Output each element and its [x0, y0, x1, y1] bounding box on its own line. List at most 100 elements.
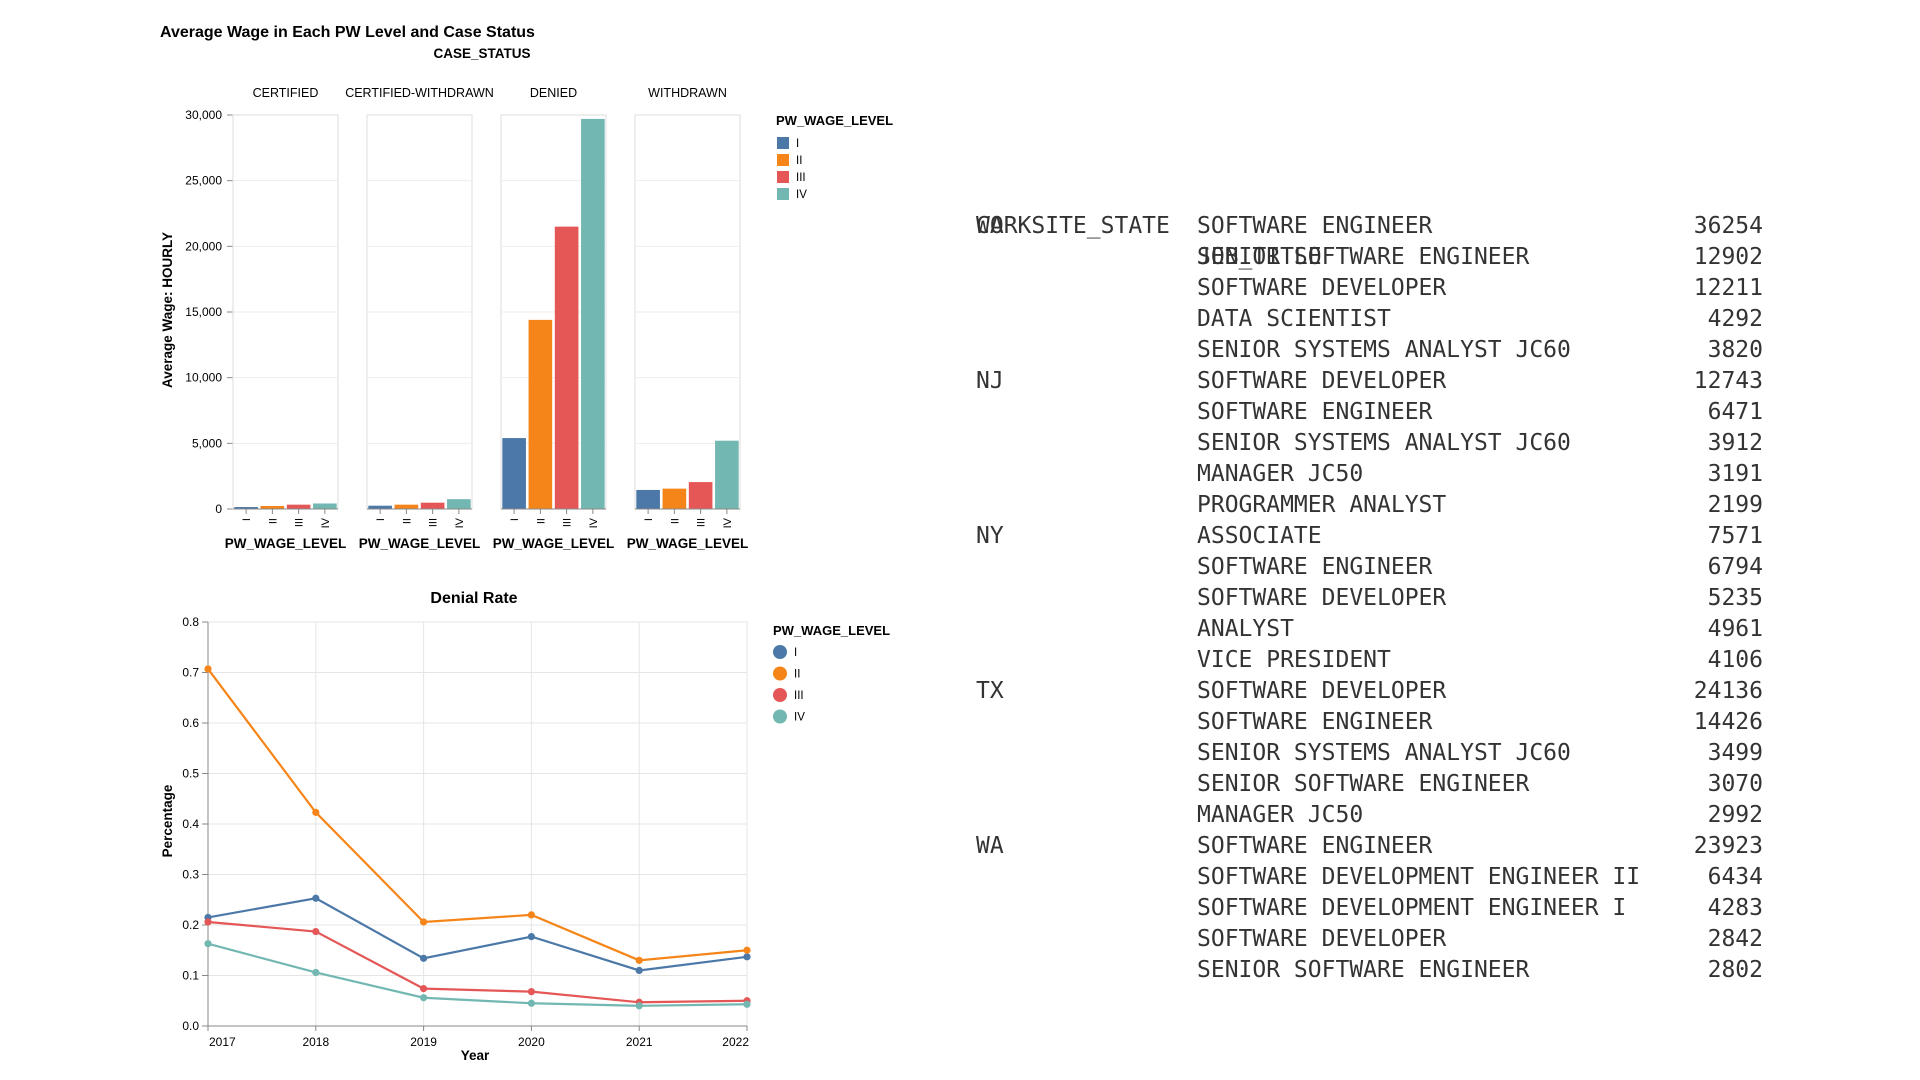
bar-certified-withdrawn-i — [368, 505, 392, 509]
cell-job-title: MANAGER JC50 — [1197, 461, 1364, 487]
table-row: TX SOFTWARE DEVELOPER 24136 — [976, 676, 1763, 707]
series-line-ii — [207, 668, 748, 962]
line-legend-swatch — [773, 666, 787, 681]
line-y-tick-label: 0.5 — [182, 767, 199, 781]
cell-count: 3070 — [1707, 771, 1763, 797]
bar-denied-iii — [554, 226, 579, 509]
table-row: WA SOFTWARE ENGINEER 23923 — [976, 831, 1763, 862]
bar-withdrawn-iii — [688, 482, 713, 509]
bar-withdrawn-i — [636, 489, 660, 509]
cell-count: 4961 — [1707, 616, 1763, 642]
series-point-i — [420, 954, 428, 962]
bar-x-tick-label: III — [696, 518, 708, 527]
cell-job-title: VICE PRESIDENT — [1197, 647, 1391, 673]
series-line-iv — [207, 942, 748, 1007]
table-row: SENIOR SOFTWARE ENGINEER 2802 — [976, 955, 1763, 986]
series-point-iii — [204, 918, 212, 926]
facet-header-title: CASE_STATUS — [433, 46, 530, 61]
series-point-ii — [420, 918, 428, 926]
cell-count: 2992 — [1707, 802, 1763, 828]
bar-y-tick-label: 30,000 — [185, 108, 222, 122]
cell-job-title: SOFTWARE DEVELOPER — [1197, 678, 1447, 704]
bar-y-tick-label: 20,000 — [185, 239, 222, 253]
bar-denied-iv — [581, 118, 605, 509]
bar-x-tick-label: II — [669, 518, 681, 524]
bar-y-tick-label: 25,000 — [185, 174, 222, 188]
series-point-ii — [204, 665, 212, 673]
series-point-iv — [312, 968, 320, 977]
cell-count: 2802 — [1707, 957, 1763, 983]
cell-job-title: SENIOR SYSTEMS ANALYST JC60 — [1197, 337, 1571, 363]
line-x-tick-label: 2018 — [302, 1035, 329, 1049]
bar-x-axis-label: PW_WAGE_LEVEL — [225, 536, 347, 551]
series-point-iii — [420, 985, 428, 993]
cell-count: 36254 — [1693, 213, 1763, 239]
bar-x-tick-label: IV — [588, 517, 600, 528]
table-row: SOFTWARE DEVELOPER 12211 — [976, 273, 1763, 304]
cell-job-title: SOFTWARE DEVELOPMENT ENGINEER I — [1197, 895, 1627, 921]
table-row: SENIOR SYSTEMS ANALYST JC60 3912 — [976, 428, 1763, 459]
table-row: DATA SCIENTIST 4292 — [976, 304, 1763, 335]
bar-x-tick-label: II — [401, 518, 413, 524]
bar-x-tick-label: IV — [722, 517, 734, 528]
series-point-iii — [527, 988, 536, 996]
line-y-tick-label: 0.8 — [182, 615, 199, 629]
series-point-ii — [743, 946, 751, 954]
bar-legend-swatch — [777, 154, 789, 166]
line-x-tick-label: 2019 — [410, 1035, 437, 1049]
cell-job-title: ANALYST — [1197, 616, 1294, 642]
cell-job-title: SOFTWARE DEVELOPER — [1197, 368, 1447, 394]
series-point-ii — [527, 911, 536, 919]
cell-job-title: SENIOR SYSTEMS ANALYST JC60 — [1197, 740, 1571, 766]
bar-x-axis-label: PW_WAGE_LEVEL — [493, 536, 615, 551]
column-header-worksite-state: WORKSITE_STATE — [976, 213, 1170, 239]
series-point-i — [527, 933, 536, 941]
table-row: SENIOR SOFTWARE ENGINEER 3070 — [976, 769, 1763, 800]
bar-denied-ii — [528, 319, 553, 509]
cell-job-title: PROGRAMMER ANALYST — [1197, 492, 1447, 518]
bar-x-axis-label: PW_WAGE_LEVEL — [359, 536, 481, 551]
cell-job-title: SOFTWARE DEVELOPER — [1197, 585, 1447, 611]
line-y-axis-label: Percentage — [160, 784, 175, 857]
bar-certified-withdrawn-ii — [394, 504, 419, 509]
line-x-tick-label: 2021 — [626, 1035, 653, 1049]
table-row: SENIOR SYSTEMS ANALYST JC60 3499 — [976, 738, 1763, 769]
line-legend-swatch — [773, 645, 787, 659]
bar-x-tick-label: I — [643, 518, 655, 521]
cell-count: 7571 — [1707, 523, 1763, 549]
table-row: PROGRAMMER ANALYST 2199 — [976, 490, 1763, 521]
line-y-tick-label: 0.7 — [182, 666, 199, 680]
cell-job-title: SOFTWARE ENGINEER — [1197, 213, 1433, 239]
line-legend-swatch — [773, 709, 787, 724]
bar-y-axis-label: Average Wage: HOURLY — [160, 232, 175, 388]
table-row: SOFTWARE DEVELOPMENT ENGINEER II 6434 — [976, 862, 1763, 893]
bar-certified-iv — [313, 503, 337, 509]
line-legend-label: I — [794, 647, 797, 659]
cell-count: 3912 — [1707, 430, 1763, 456]
bar-certified-withdrawn-iv — [447, 499, 471, 509]
line-y-tick-label: 0.2 — [182, 918, 199, 932]
bar-x-tick-label: II — [267, 518, 279, 524]
table-row: SOFTWARE DEVELOPER 2842 — [976, 924, 1763, 955]
cell-count: 12211 — [1693, 275, 1763, 301]
cell-count: 4106 — [1707, 647, 1763, 673]
bar-certified-ii — [260, 505, 285, 509]
series-point-iv — [420, 994, 428, 1002]
bar-certified-i — [234, 507, 258, 509]
job-title-counts-table: WORKSITE_STATE JOB_TITLE CA SOFTWARE ENGI… — [976, 180, 1763, 986]
bar-denied-i — [502, 438, 526, 509]
series-point-i — [312, 894, 320, 902]
series-point-ii — [312, 808, 320, 816]
cell-count: 2842 — [1707, 926, 1763, 952]
cell-job-title: MANAGER JC50 — [1197, 802, 1364, 828]
cell-job-title: SOFTWARE ENGINEER — [1197, 554, 1433, 580]
table-row: VICE PRESIDENT 4106 — [976, 645, 1763, 676]
series-point-iv — [204, 940, 212, 948]
bar-y-tick-label: 5,000 — [192, 436, 222, 450]
series-point-i — [635, 966, 643, 975]
line-y-tick-label: 0.0 — [182, 1019, 199, 1033]
bar-legend-label: I — [796, 138, 799, 150]
line-chart-title: Denial Rate — [430, 590, 517, 607]
